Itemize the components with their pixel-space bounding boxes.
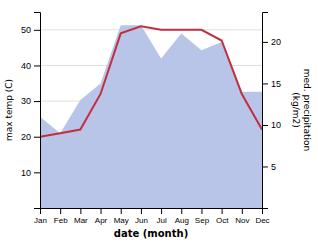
tick-mark	[161, 208, 162, 214]
tick: Aug	[175, 208, 189, 225]
grid-line	[40, 29, 262, 30]
marks	[40, 25, 262, 208]
x-axis-title: date (month)	[114, 228, 188, 239]
tick: Jun	[135, 208, 148, 225]
tick: 30	[21, 96, 40, 106]
y-axis-title: max temp (C)	[4, 79, 14, 141]
tick: Mar	[74, 208, 88, 225]
axis-line	[41, 209, 263, 215]
tick: 10	[262, 120, 281, 130]
tick-label: Jun	[135, 216, 148, 225]
tick: Sep	[195, 208, 210, 225]
axis-line	[34, 13, 41, 209]
tick: Jul	[156, 208, 166, 225]
tick-mark	[60, 208, 61, 214]
tick-label: 40	[21, 61, 31, 71]
tick-mark	[181, 208, 182, 214]
tick: May	[114, 208, 129, 225]
tick: Jan	[34, 208, 47, 225]
tick: Oct	[216, 208, 229, 225]
tick-mark	[222, 208, 223, 214]
chart: Jan Feb Mar Apr May Jun Jul Aug Sep Oct Nov Dec 10 20…	[0, 0, 318, 242]
tick-label: Nov	[235, 216, 249, 225]
axis-line	[263, 13, 269, 209]
tick: 10	[21, 168, 40, 178]
tick: 15	[262, 79, 281, 89]
y-axis: 10 20 30 40 50	[21, 13, 41, 209]
tick-mark	[121, 208, 122, 214]
tick-label: 15	[271, 79, 281, 89]
tick-label: Mar	[74, 216, 88, 225]
plot: Jan Feb Mar Apr May Jun Jul Aug Sep Oct Nov Dec 10 20…	[21, 13, 281, 225]
tick-label: Jan	[34, 216, 47, 225]
tick-label: 50	[21, 25, 31, 35]
tick-label: 20	[21, 132, 31, 142]
y2-axis-title: med. precipitation(kg/m2)	[291, 69, 312, 151]
tick-mark	[201, 208, 202, 214]
tick-mark	[34, 30, 40, 31]
precipitation-area	[40, 25, 262, 208]
tick-mark	[141, 208, 142, 214]
tick: 20	[262, 37, 281, 47]
tick-label: Sep	[195, 216, 210, 225]
tick-mark	[242, 208, 243, 214]
tick-mark	[34, 172, 40, 173]
y2-axis-title-line: med. precipitation	[302, 69, 312, 151]
tick: Feb	[54, 208, 68, 225]
tick-label: 10	[271, 120, 281, 130]
tick: 5	[262, 162, 276, 172]
tick-label: Jul	[156, 216, 166, 225]
tick-label: 5	[271, 162, 276, 172]
tick: Apr	[95, 208, 108, 225]
tick-label: Dec	[255, 216, 269, 225]
tick-mark	[101, 208, 102, 214]
tick-mark	[262, 42, 268, 43]
tick-label: May	[114, 216, 129, 225]
tick-mark	[262, 166, 268, 167]
tick-mark	[262, 125, 268, 126]
tick-mark	[34, 101, 40, 102]
temperature-line	[40, 26, 262, 136]
tick-label: Oct	[216, 216, 229, 225]
tick: 20	[21, 132, 40, 142]
tick: 50	[21, 25, 40, 35]
tick: Dec	[255, 208, 269, 225]
tick-label: 20	[271, 37, 281, 47]
y2-axis: 5 10 15 20	[262, 13, 281, 209]
tick: Nov	[235, 208, 249, 225]
tick: 40	[21, 61, 40, 71]
tick-mark	[34, 137, 40, 138]
tick-label: 30	[21, 96, 31, 106]
tick-mark	[34, 65, 40, 66]
y2-axis-title-line: (kg/m2)	[291, 92, 301, 127]
tick-mark	[262, 83, 268, 84]
x-axis: Jan Feb Mar Apr May Jun Jul Aug Sep Oct Nov Dec	[34, 208, 270, 225]
tick-label: Apr	[95, 216, 108, 225]
tick-label: 10	[21, 168, 31, 178]
tick-mark	[80, 208, 81, 214]
tick-label: Feb	[54, 216, 68, 225]
tick-label: Aug	[175, 216, 189, 225]
